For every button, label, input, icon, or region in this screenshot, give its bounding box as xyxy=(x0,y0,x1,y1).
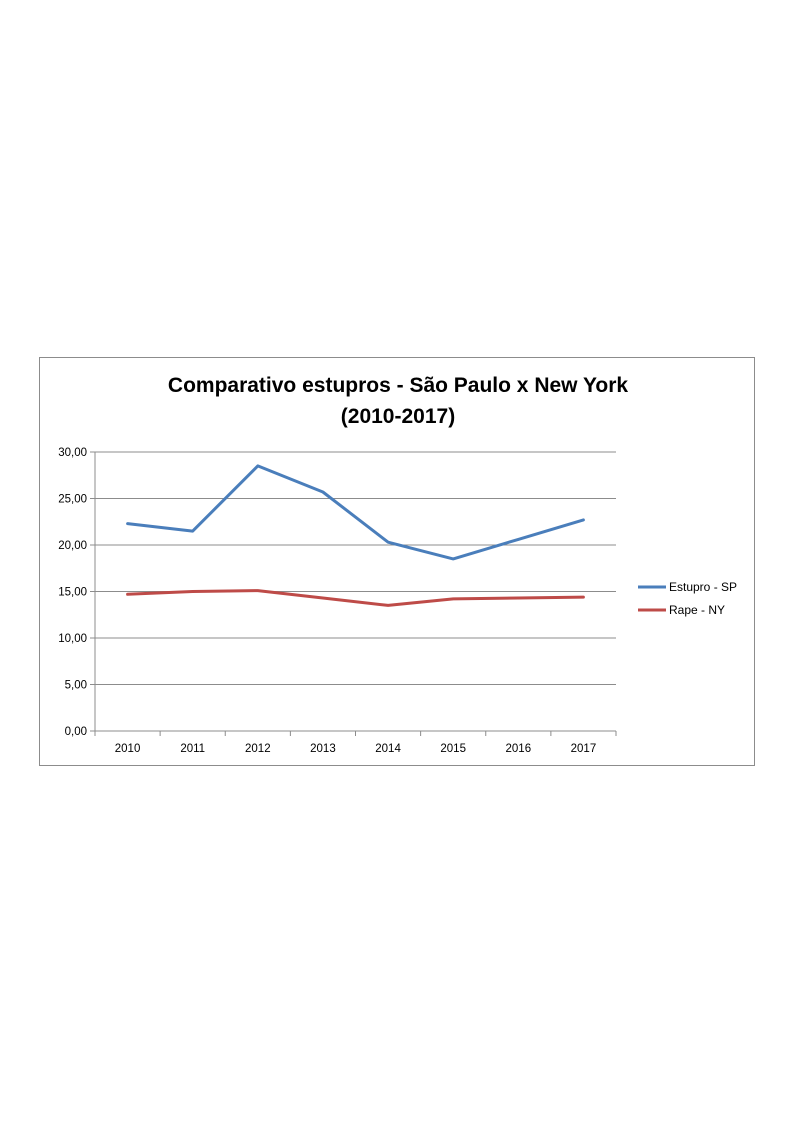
x-tick-label: 2013 xyxy=(310,743,336,755)
series-line-1 xyxy=(126,464,585,561)
series-layer xyxy=(126,464,585,607)
axis-layer: 0,00 5,00 10,00 15,00 20,00 25,00 30,00 2010 201… xyxy=(58,447,617,755)
y-tick-label: 30,00 xyxy=(58,447,87,459)
legend-label: Estupro - SP xyxy=(669,580,737,594)
x-tick-label: 2016 xyxy=(506,743,532,755)
line-chart: 0,00 5,00 10,00 15,00 20,00 25,00 30,00 2010 201… xyxy=(58,447,737,755)
series-line-2 xyxy=(126,589,585,607)
legend-label: Rape - NY xyxy=(669,603,725,617)
y-tick-label: 0,00 xyxy=(65,726,87,738)
chart-title-line2: (2010-2017) xyxy=(340,405,456,428)
x-tick-label: 2011 xyxy=(180,743,205,755)
chart-title-line1: Comparativo estupros - São Paulo x New Y… xyxy=(167,374,629,397)
chart-frame: Comparativo estupros - São Paulo x New Y… xyxy=(39,357,755,766)
y-tick-label: 20,00 xyxy=(58,540,87,552)
y-tick-label: 10,00 xyxy=(58,633,87,645)
y-tick-label: 15,00 xyxy=(58,587,87,599)
grid-layer xyxy=(95,451,616,685)
chart-title: Comparativo estupros - São Paulo x New Y… xyxy=(40,370,756,432)
x-tick-label: 2012 xyxy=(245,743,271,755)
y-tick-label: 5,00 xyxy=(65,680,87,692)
x-tick-label: 2014 xyxy=(375,743,401,755)
x-tick-label: 2017 xyxy=(571,743,597,755)
legend: Estupro - SP Rape - NY xyxy=(638,580,737,617)
y-tick-label: 25,00 xyxy=(58,494,87,506)
x-tick-label: 2010 xyxy=(115,743,141,755)
x-tick-label: 2015 xyxy=(440,743,466,755)
